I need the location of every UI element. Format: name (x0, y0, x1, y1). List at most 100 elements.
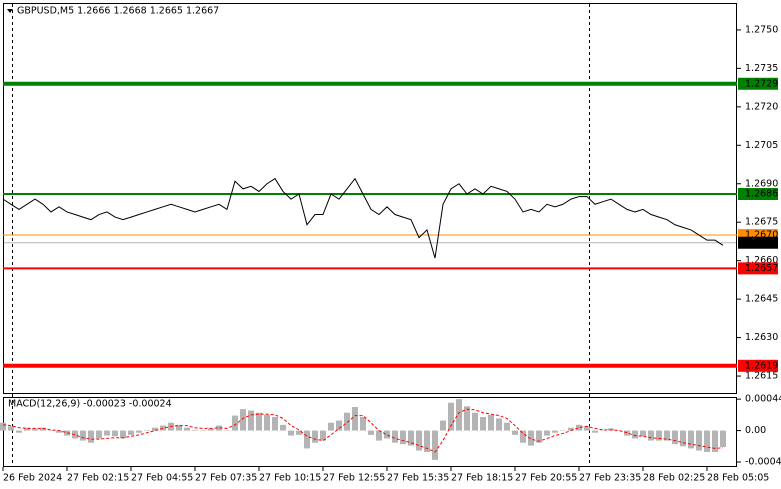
y-tick-label: 1.2675 (745, 217, 778, 228)
x-tick-label: 27 Feb 12:55 (323, 473, 385, 484)
x-tick-label: 27 Feb 10:15 (259, 473, 321, 484)
macd-bar (104, 430, 110, 436)
macd-bar (256, 412, 262, 431)
macd-bar (696, 430, 702, 451)
macd-bar (96, 430, 102, 439)
macd-bar (680, 430, 686, 447)
macd-bar (24, 427, 30, 431)
y-tick-label: 1.2615 (745, 371, 778, 382)
macd-bar (416, 430, 422, 451)
macd-bar (720, 430, 726, 447)
macd-panel-frame (3, 397, 737, 467)
macd-bar (16, 430, 22, 433)
macd-bar (640, 430, 646, 437)
macd-title: MACD(12,26,9) -0.00023 -0.00024 (8, 399, 172, 410)
macd-bar (656, 430, 662, 441)
macd-bar (296, 430, 302, 435)
macd-bar (312, 430, 318, 443)
macd-bar (440, 420, 446, 431)
macd-bar (504, 422, 510, 431)
macd-bar (456, 399, 462, 431)
macd-bar (376, 430, 382, 441)
level-label: 1.2619 (745, 360, 778, 371)
macd-bar (592, 430, 598, 433)
y-tick-label: 1.2750 (745, 24, 778, 35)
x-tick-label: 27 Feb 02:15 (67, 473, 129, 484)
level-label-box (738, 262, 778, 275)
macd-bar (712, 430, 718, 452)
level-label-box (738, 77, 778, 90)
macd-bar (264, 414, 270, 431)
macd-bar (280, 424, 286, 431)
macd-bar (288, 430, 294, 436)
macd-bar (216, 425, 222, 431)
macd-bar (464, 406, 470, 431)
level-label: 1.2657 (745, 263, 778, 274)
macd-bar (200, 430, 206, 432)
x-tick-label: 27 Feb 04:55 (131, 473, 193, 484)
level-label: 1.2729 (745, 78, 778, 89)
macd-bar (560, 430, 566, 432)
macd-bar (432, 430, 438, 460)
macd-bar (568, 427, 574, 431)
macd-bar (488, 414, 494, 431)
level-label-box (738, 359, 778, 372)
macd-bar (112, 430, 118, 437)
macd-bar (320, 430, 326, 441)
level-label-box (738, 188, 778, 201)
y-tick-label: 0.00044 (745, 394, 781, 405)
price-line (2, 177, 724, 259)
macd-bar (360, 417, 366, 431)
macd-bar (128, 430, 134, 435)
y-tick-label: 1.2690 (745, 178, 778, 189)
macd-bar (616, 430, 622, 432)
macd-bar (448, 402, 454, 431)
level-label: 1.2686 (745, 189, 778, 200)
menu-arrow (7, 9, 13, 13)
macd-bar (632, 430, 638, 439)
macd-bar (688, 430, 694, 449)
x-tick-label: 28 Feb 05:05 (707, 473, 769, 484)
x-tick-label: 26 Feb 2024 (3, 473, 62, 484)
macd-bar (192, 429, 198, 431)
macd-bar (328, 422, 334, 431)
y-tick-label: 1.2705 (745, 140, 778, 151)
macd-bar (272, 417, 278, 431)
macd-bar (224, 430, 230, 432)
level-label: 1.2670 (745, 230, 778, 241)
chart-title: GBPUSD,M5 1.2666 1.2668 1.2665 1.2667 (17, 6, 219, 17)
macd-bar (8, 426, 14, 431)
macd-bar (600, 430, 606, 432)
y-tick-label: 0.00 (745, 425, 766, 436)
macd-bar (152, 427, 158, 431)
macd-bar (336, 420, 342, 431)
level-label: 1.2667 (745, 237, 778, 248)
macd-bar (40, 427, 46, 431)
macd-bar (352, 407, 358, 431)
macd-bar (520, 430, 526, 443)
macd-bar (0, 422, 6, 431)
y-tick-label: 1.2645 (745, 294, 778, 305)
y-tick-label: 1.2630 (745, 332, 778, 343)
macd-bar (584, 426, 590, 431)
y-tick-label: 1.2735 (745, 63, 778, 74)
x-tick-label: 27 Feb 20:55 (515, 473, 577, 484)
signal-line (2, 408, 724, 453)
macd-bar (184, 427, 190, 431)
macd-bar (56, 430, 62, 433)
macd-bar (392, 430, 398, 443)
macd-bar (384, 430, 390, 439)
macd-bar (536, 430, 542, 443)
macd-bar (88, 430, 94, 443)
x-tick-label: 28 Feb 02:25 (643, 473, 705, 484)
macd-bar (232, 415, 238, 431)
macd-bar (552, 430, 558, 433)
y-tick-label: 1.2660 (745, 255, 778, 266)
y-tick-label: -0.00044 (745, 457, 781, 468)
macd-bar (472, 412, 478, 431)
macd-bar (400, 430, 406, 445)
macd-bar (672, 430, 678, 445)
macd-bar (48, 430, 54, 432)
